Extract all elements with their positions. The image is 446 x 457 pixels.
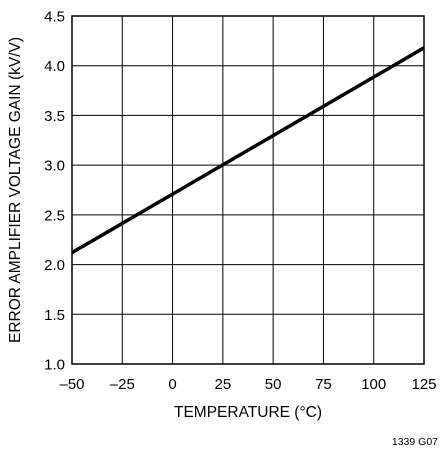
x-tick-label: 125	[411, 376, 436, 393]
chart-grid	[71, 15, 425, 365]
y-tick-label: 3.0	[44, 158, 65, 175]
x-tick-label: 50	[265, 376, 282, 393]
x-tick-label: –25	[110, 376, 135, 393]
y-tick-label: 3.5	[44, 108, 65, 125]
x-tick-label: 75	[315, 376, 332, 393]
y-tick-label: 2.0	[44, 257, 65, 274]
x-tick-label: 25	[215, 376, 232, 393]
y-tick-label: 1.0	[44, 357, 65, 374]
figure-code: 1339 G07	[392, 436, 438, 448]
plot-area-frame	[71, 15, 425, 365]
y-tick-label: 2.5	[44, 207, 65, 224]
x-axis-title: TEMPERATURE (°C)	[174, 404, 322, 421]
y-tick-label: 4.5	[44, 9, 65, 26]
y-axis-title: ERROR AMPLIFIER VOLTAGE GAIN (kV/V)	[7, 37, 24, 343]
x-tick-label: 0	[168, 376, 176, 393]
y-tick-labels: 1.0 1.5 2.0 2.5 3.0 3.5 4.0 4.5	[44, 9, 65, 374]
series-line	[71, 46, 425, 255]
y-tick-label: 1.5	[44, 307, 65, 324]
x-tick-label: 100	[361, 376, 386, 393]
y-tick-label: 4.0	[44, 58, 65, 75]
x-tick-label: –50	[59, 376, 84, 393]
x-tick-labels: –50 –25 0 25 50 75 100 125	[59, 376, 436, 393]
series-layer	[71, 46, 425, 255]
